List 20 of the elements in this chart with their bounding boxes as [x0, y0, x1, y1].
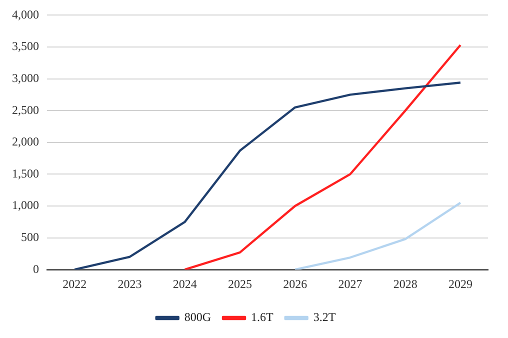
- y-tick-label: 500: [21, 230, 39, 244]
- x-tick-label: 2025: [228, 276, 252, 291]
- y-tick-label: 0: [33, 262, 39, 276]
- x-tick-label: 2027: [338, 276, 362, 291]
- y-tick-label: 2,000: [12, 134, 39, 149]
- legend-label: 3.2T: [313, 310, 336, 324]
- x-tick-label: 2029: [448, 276, 472, 291]
- y-tick-label: 1,500: [12, 166, 39, 180]
- x-tick-label: 2023: [118, 276, 142, 291]
- legend-label: 800G: [184, 310, 212, 324]
- y-tick-label: 3,500: [12, 39, 39, 54]
- y-tick-label: 1,000: [12, 198, 39, 212]
- x-tick-label: 2022: [62, 276, 87, 291]
- y-tick-label: 2,500: [12, 102, 39, 117]
- x-tick-label: 2024: [172, 276, 197, 291]
- y-tick-label: 4,000: [12, 7, 39, 22]
- y-tick-label: 3,000: [12, 70, 39, 85]
- x-tick-label: 2028: [393, 276, 418, 291]
- legend-label: 1.6T: [251, 310, 274, 324]
- x-tick-label: 2026: [283, 276, 308, 291]
